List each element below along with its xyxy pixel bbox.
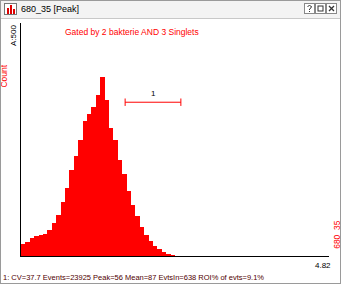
svg-text:A:500: A:500	[9, 25, 18, 46]
svg-text:4.82: 4.82	[315, 261, 331, 270]
html-text:1: CV=37.7 Events=23925 Peak=5: 1: CV=37.7 Events=23925 Peak=56 Mean=87 …	[3, 273, 264, 282]
svg-text:680_35: 680_35	[332, 220, 340, 249]
svg-text:Gated by 2 bakterie AND 3 Sing: Gated by 2 bakterie AND 3 Singlets	[65, 27, 199, 37]
svg-text:Count: Count	[1, 64, 9, 87]
svg-text:1: 1	[151, 89, 156, 98]
html-text:680_35 [Peak]: 680_35 [Peak]	[21, 4, 80, 14]
